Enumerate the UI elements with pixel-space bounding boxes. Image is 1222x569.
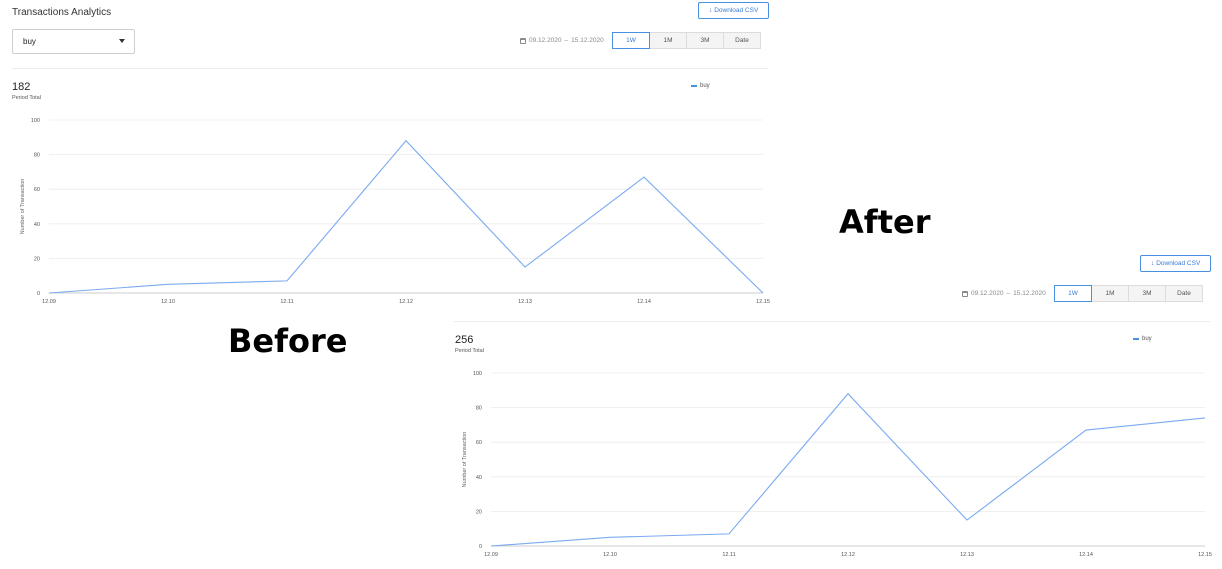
y-tick-label: 20 [476,509,482,515]
y-tick-label: 20 [34,256,40,262]
y-tick-label: 80 [34,153,40,159]
before-panel: Transactions Analytics buy ↓ Download CS… [0,0,780,310]
period-button-3m[interactable]: 3M [1128,285,1166,302]
y-tick-label: 0 [479,544,482,550]
x-tick-label: 12.14 [637,299,651,305]
transactions-line-chart: 0 20 40 60 80 100 12.09 12.10 12.11 12.12 12.13 12.… [20,118,770,305]
x-tick-label: 12.13 [518,299,532,305]
x-tick-label: 12.10 [603,552,617,558]
date-range-start: 09.12.2020 [529,37,562,44]
y-tick-label: 100 [473,371,482,377]
date-range-end: 15.12.2020 [571,37,604,44]
download-csv-label: Download CSV [1156,260,1201,267]
divider [454,321,1210,322]
page-title: Transactions Analytics [12,7,112,18]
period-button-1m[interactable]: 1M [1091,285,1129,302]
x-tick-label: 12.15 [1198,552,1212,558]
divider [12,68,768,69]
y-tick-label: 100 [31,118,40,124]
period-button-1w[interactable]: 1W [612,32,650,49]
period-total-value: 256 [455,334,474,346]
chart-legend[interactable]: buy [691,83,710,89]
y-axis-label: Number of Transaction [462,432,468,488]
y-tick-label: 40 [476,475,482,481]
date-range-separator: – [564,37,569,44]
transactions-line-chart: 0 20 40 60 80 100 12.09 12.10 12.11 12.12 12.13 12.… [462,371,1212,558]
y-tick-label: 40 [34,222,40,228]
download-csv-label: Download CSV [714,7,759,14]
download-csv-button[interactable]: ↓ Download CSV [698,2,769,19]
y-tick-label: 60 [476,440,482,446]
x-tick-label: 12.15 [756,299,770,305]
legend-swatch [691,85,697,87]
caption-before: Before [228,322,348,360]
x-tick-label: 12.14 [1079,552,1093,558]
legend-swatch [1133,338,1139,340]
period-button-3m[interactable]: 3M [686,32,724,49]
legend-label: buy [700,83,710,89]
x-tick-label: 12.13 [960,552,974,558]
series-line-buy [490,392,1206,547]
select-value: buy [23,37,36,46]
after-panel: ↓ Download CSV 09.12.2020 – 15.12.2020 1… [442,253,1222,569]
period-button-1m[interactable]: 1M [649,32,687,49]
y-axis-label: Number of Transaction [20,179,26,235]
y-tick-label: 0 [37,291,40,297]
calendar-icon [962,290,968,297]
x-tick-label: 12.11 [722,552,735,558]
calendar-icon [520,37,526,44]
x-tick-label: 12.09 [484,552,498,558]
x-tick-label: 12.12 [841,552,855,558]
period-selector: 1W 1M 3M Date [1054,285,1203,302]
chart-legend[interactable]: buy [1133,336,1152,342]
period-selector: 1W 1M 3M Date [612,32,761,49]
period-total-label: Period Total [455,348,484,354]
period-total-value: 182 [12,81,31,93]
date-range[interactable]: 09.12.2020 – 15.12.2020 [520,37,604,44]
period-total-label: Period Total [12,95,41,101]
download-csv-button[interactable]: ↓ Download CSV [1140,255,1211,272]
y-tick-label: 80 [476,406,482,412]
date-range-start: 09.12.2020 [971,290,1004,297]
download-icon: ↓ [1150,260,1155,267]
legend-label: buy [1142,336,1152,342]
date-range-separator: – [1006,290,1011,297]
x-tick-label: 12.10 [161,299,175,305]
period-button-1w[interactable]: 1W [1054,285,1092,302]
date-range[interactable]: 09.12.2020 – 15.12.2020 [962,290,1046,297]
date-range-end: 15.12.2020 [1013,290,1046,297]
x-tick-label: 12.09 [42,299,56,305]
period-button-date[interactable]: Date [723,32,761,49]
transaction-type-select[interactable]: buy [12,29,135,54]
period-button-date[interactable]: Date [1165,285,1203,302]
x-tick-label: 12.11 [280,299,293,305]
caption-after: After [839,203,931,241]
caret-down-icon [119,39,125,43]
y-tick-label: 60 [34,187,40,193]
x-tick-label: 12.12 [399,299,413,305]
series-line-buy [48,139,764,294]
download-icon: ↓ [708,7,713,14]
